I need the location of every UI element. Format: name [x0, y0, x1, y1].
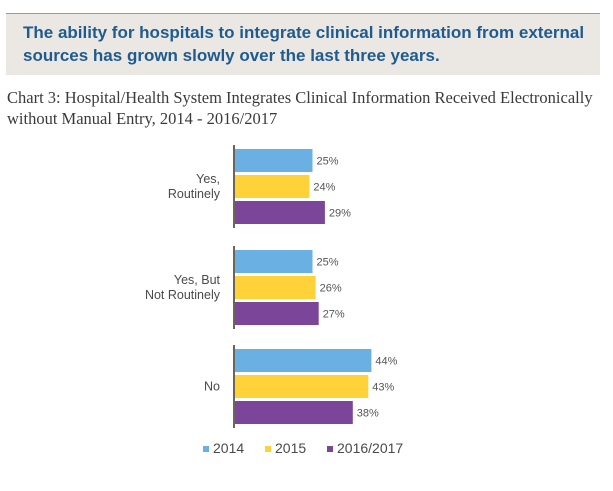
bar-2016-2017 — [235, 201, 325, 224]
legend-swatch-2015 — [265, 446, 271, 452]
category-label: No — [204, 380, 220, 394]
value-label: 27% — [323, 309, 345, 321]
legend-label: 2015 — [275, 440, 306, 456]
bar-2016-2017 — [235, 302, 319, 325]
bar-2015 — [235, 175, 310, 198]
bar-2014 — [235, 250, 313, 273]
legend-swatch-2014 — [203, 446, 209, 452]
value-label: 24% — [313, 182, 335, 194]
category-label: Not Routinely — [145, 288, 221, 302]
category-label: Routinely — [168, 187, 221, 201]
bar-2015 — [235, 375, 369, 398]
chart-title: Chart 3: Hospital/Health System Integrat… — [7, 88, 593, 128]
value-label: 26% — [320, 283, 342, 295]
bar-2014 — [235, 149, 313, 172]
value-label: 25% — [317, 156, 339, 168]
value-label: 25% — [317, 257, 339, 269]
value-label: 38% — [357, 408, 379, 420]
callout-box: The ability for hospitals to integrate c… — [6, 13, 600, 75]
legend-label: 2014 — [213, 440, 244, 456]
bar-2014 — [235, 349, 372, 372]
legend-swatch-2016-2017 — [327, 446, 333, 452]
bar-2016-2017 — [235, 401, 353, 424]
callout-text: The ability for hospitals to integrate c… — [23, 23, 585, 65]
value-label: 43% — [372, 382, 394, 394]
legend-label: 2016/2017 — [337, 440, 403, 456]
value-label: 44% — [375, 356, 397, 368]
category-label: Yes, — [196, 172, 220, 186]
value-label: 29% — [329, 208, 351, 220]
category-label: Yes, But — [174, 273, 221, 287]
bar-2015 — [235, 276, 316, 299]
